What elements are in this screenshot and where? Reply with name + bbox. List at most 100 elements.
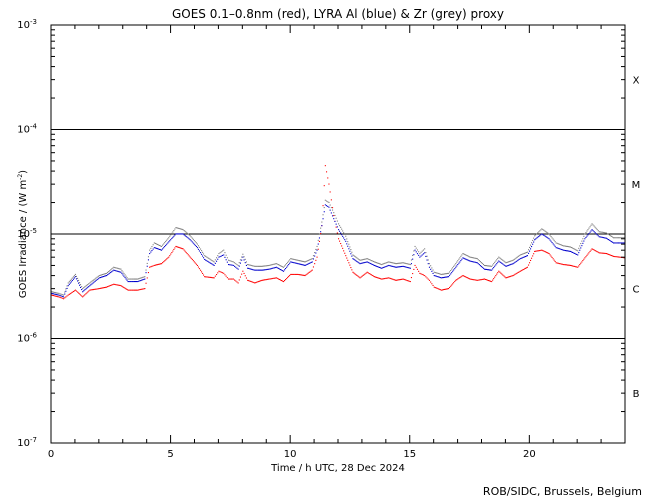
series-2-point xyxy=(322,214,324,216)
series-2-point xyxy=(60,293,62,295)
series-1-point xyxy=(91,283,93,285)
series-1-point xyxy=(116,270,118,272)
series-1-point xyxy=(175,233,177,235)
series-2-point xyxy=(98,275,100,277)
series-1-point xyxy=(270,268,272,270)
series-0-point xyxy=(209,276,211,278)
series-1-point xyxy=(520,257,522,259)
series-1-point xyxy=(437,276,439,278)
series-0-point xyxy=(299,274,301,276)
series-0-point xyxy=(500,272,502,274)
series-1-point xyxy=(312,258,314,260)
series-2-point xyxy=(398,262,400,264)
series-2-point xyxy=(591,223,593,225)
series-0-point xyxy=(137,289,139,291)
series-1-point xyxy=(394,266,396,268)
series-1-point xyxy=(357,261,359,263)
series-2-point xyxy=(88,283,90,285)
series-2-point xyxy=(552,238,554,240)
series-1-point xyxy=(87,286,89,288)
series-2-point xyxy=(435,272,437,274)
series-2-point xyxy=(523,252,525,254)
series-1-point xyxy=(364,261,366,263)
series-2-point xyxy=(404,262,406,264)
series-0-point xyxy=(520,270,522,272)
series-1-point xyxy=(101,276,103,278)
series-1-point xyxy=(202,255,204,257)
series-2-point xyxy=(61,294,63,296)
series-2-point xyxy=(536,233,538,235)
series-0-point xyxy=(261,279,263,281)
series-1-point xyxy=(318,237,320,239)
series-2-point xyxy=(275,263,277,265)
series-1-point xyxy=(560,248,562,250)
series-1-point xyxy=(435,275,437,277)
series-0-point xyxy=(105,286,107,288)
series-0-point xyxy=(128,289,130,291)
series-0-point xyxy=(191,258,193,260)
series-1-point xyxy=(131,281,133,283)
series-1 xyxy=(51,204,625,298)
series-0-point xyxy=(214,275,216,277)
series-1-point xyxy=(193,243,195,245)
series-1-point xyxy=(566,250,568,252)
series-0-point xyxy=(140,288,142,290)
series-1-point xyxy=(301,264,303,266)
series-2-point xyxy=(164,242,166,244)
series-2-point xyxy=(159,244,161,246)
series-0-point xyxy=(296,273,298,275)
series-0-point xyxy=(497,272,499,274)
series-2-point xyxy=(399,262,401,264)
series-0-point xyxy=(160,263,162,265)
series-2-point xyxy=(526,251,528,253)
series-1-point xyxy=(371,263,373,265)
series-2-point xyxy=(376,262,378,264)
series-1-point xyxy=(554,245,556,247)
series-1-point xyxy=(74,276,76,278)
series-1-point xyxy=(607,239,609,241)
series-2-point xyxy=(328,201,330,203)
series-0-point xyxy=(489,280,491,282)
series-1-point xyxy=(344,239,346,241)
series-2-point xyxy=(430,265,432,267)
series-0-point xyxy=(256,281,258,283)
series-0-point xyxy=(513,274,515,276)
series-1-point xyxy=(152,248,154,250)
series-2-point xyxy=(358,259,360,261)
series-2-point xyxy=(187,233,189,235)
series-0-point xyxy=(447,288,449,290)
series-2-point xyxy=(548,233,550,235)
series-2-point xyxy=(611,235,613,237)
series-0-point xyxy=(179,247,181,249)
series-0-point xyxy=(473,279,475,281)
series-0-point xyxy=(460,276,462,278)
series-0-point xyxy=(113,283,115,285)
series-2-point xyxy=(143,276,145,278)
series-1-point xyxy=(253,269,255,271)
series-2-point xyxy=(483,264,485,266)
series-2-point xyxy=(368,259,370,261)
series-0-point xyxy=(351,269,353,271)
series-0-point xyxy=(556,262,558,264)
series-0-point xyxy=(547,252,549,254)
series-1-point xyxy=(206,260,208,262)
series-0-point xyxy=(52,294,54,296)
series-1-point xyxy=(525,255,527,257)
series-2-point xyxy=(448,272,450,274)
series-1-point xyxy=(472,261,474,263)
series-2-point xyxy=(405,263,407,265)
series-2-point xyxy=(121,270,123,272)
series-0-point xyxy=(478,279,480,281)
series-2-point xyxy=(320,227,322,229)
series-2-point xyxy=(546,231,548,233)
series-1-point xyxy=(443,276,445,278)
series-0-point xyxy=(517,271,519,273)
series-1-point xyxy=(88,286,90,288)
series-2-point xyxy=(488,265,490,267)
series-1-point xyxy=(542,234,544,236)
series-0-point xyxy=(122,286,124,288)
series-2-point xyxy=(380,263,382,265)
series-2-point xyxy=(224,252,226,254)
series-0-point xyxy=(374,276,376,278)
series-2-point xyxy=(329,204,331,206)
